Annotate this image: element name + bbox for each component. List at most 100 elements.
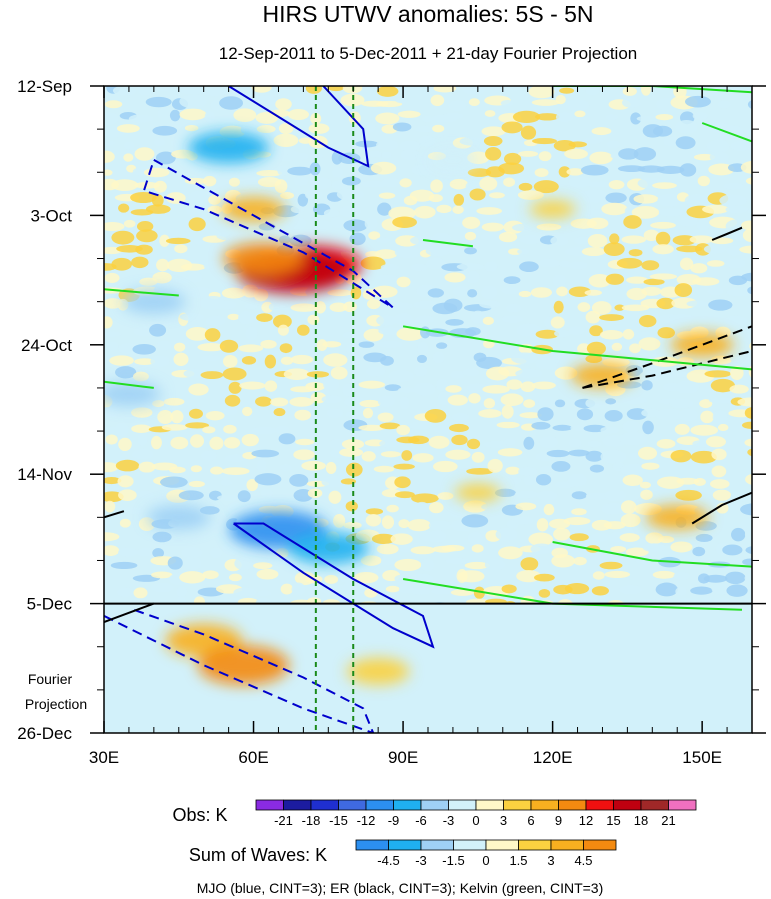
colorbar-swatch: [255, 799, 284, 811]
field-cell: [589, 464, 605, 473]
field-cell: [336, 188, 365, 201]
field-cell: [104, 500, 116, 513]
field-cell: [241, 356, 257, 365]
kelvin-contour: [422, 239, 474, 248]
field-cell: [459, 137, 485, 146]
field-cell: [601, 502, 627, 515]
field-cell: [280, 583, 294, 595]
field-cell: [128, 114, 154, 124]
waves-colorbar-label: Sum of Waves: K: [189, 845, 327, 865]
field-cell: [500, 99, 514, 107]
colorbar-level-label: -1.5: [442, 853, 464, 868]
colorbar-swatch: [420, 799, 449, 811]
field-cell: [388, 369, 415, 383]
field-cell: [471, 544, 484, 553]
field-cell: [399, 178, 412, 188]
field-cell: [414, 501, 430, 514]
field-cell: [616, 257, 643, 269]
field-cell: [515, 368, 543, 379]
field-cell: [220, 478, 233, 487]
field-cell: [227, 501, 242, 516]
field-cell: [539, 465, 554, 473]
field-cell: [400, 149, 420, 161]
field-cell: [673, 571, 691, 581]
waves-colorbar: Sum of Waves: K -4.5 -3 -1.5 0 1.5 3 4.5: [189, 839, 617, 868]
field-cell: [364, 217, 378, 230]
field-cell: [427, 530, 447, 543]
field-cell: [185, 422, 210, 429]
field-cell: [153, 180, 167, 193]
field-cell: [341, 439, 365, 450]
obs-colorbar: Obs: K -21 -18 -15 -12 -9 -6 -3 0 3 6 9 12 15 18 21: [172, 799, 697, 828]
field-cell: [571, 491, 587, 500]
colorbar-swatch: [583, 839, 617, 851]
field-cell: [512, 223, 535, 232]
field-cell: [717, 100, 732, 109]
kelvin-contour: [104, 380, 154, 389]
field-cell: [707, 286, 724, 296]
field-cell: [276, 547, 289, 559]
field-cell: [464, 561, 490, 570]
y-axis: 12-Sep 3-Oct 24-Oct 14-Nov 5-Dec 26-Dec: [17, 77, 766, 743]
field-cell: [293, 176, 308, 187]
field-cell: [359, 399, 381, 408]
field-cell: [104, 272, 120, 283]
field-cell: [518, 150, 539, 157]
field-cell: [657, 193, 683, 207]
field-cell: [134, 147, 155, 161]
field-cell: [447, 243, 462, 256]
field-cell: [652, 570, 676, 579]
field-cell: [273, 133, 299, 147]
field-cell: [273, 408, 286, 417]
field-cell: [641, 260, 660, 271]
field-cell: [275, 98, 292, 111]
field-cell: [536, 490, 558, 501]
field-cell: [501, 404, 514, 419]
field-cell: [112, 86, 137, 96]
field-cell: [390, 533, 413, 545]
field-cell: [350, 354, 361, 362]
field-cell: [745, 546, 752, 555]
field-cell: [295, 438, 315, 446]
x-tick-label: 120E: [533, 748, 573, 767]
field-cell: [217, 494, 242, 502]
field-cell: [536, 223, 562, 231]
field-cell: [679, 257, 694, 271]
field-cell: [469, 188, 486, 201]
field-cell: [169, 466, 186, 474]
anomaly-feature: [346, 657, 410, 685]
field-cell: [538, 151, 552, 162]
field-cell: [600, 449, 627, 464]
field-cell: [278, 433, 296, 445]
field-cell: [539, 436, 559, 449]
field-cell: [588, 274, 612, 288]
field-cell: [748, 365, 752, 378]
field-cell: [745, 86, 752, 92]
field-cell: [200, 355, 221, 362]
field-cell: [118, 203, 130, 213]
field-cell: [381, 557, 394, 566]
field-cell: [466, 270, 480, 284]
field-cell: [470, 310, 486, 324]
y-tick-label: 14-Nov: [17, 465, 72, 484]
field-cell: [466, 467, 494, 475]
field-cell: [500, 286, 521, 295]
field-cell: [138, 461, 156, 473]
field-cell: [228, 573, 242, 582]
field-cell: [256, 125, 276, 134]
field-cell: [425, 246, 451, 257]
colorbar-swatch: [453, 839, 487, 851]
field-cell: [118, 437, 132, 452]
field-cell: [640, 86, 652, 96]
field-cell: [185, 203, 203, 216]
field-cell: [503, 276, 521, 285]
colorbar-swatch: [485, 839, 519, 851]
er-contour: [691, 491, 752, 525]
field-cell: [679, 163, 697, 177]
kelvin-contour: [552, 541, 752, 568]
field-cell: [219, 96, 244, 110]
field-cell: [289, 473, 309, 487]
field-cell: [342, 383, 357, 397]
field-cell: [184, 125, 199, 132]
field-cell: [517, 190, 544, 200]
